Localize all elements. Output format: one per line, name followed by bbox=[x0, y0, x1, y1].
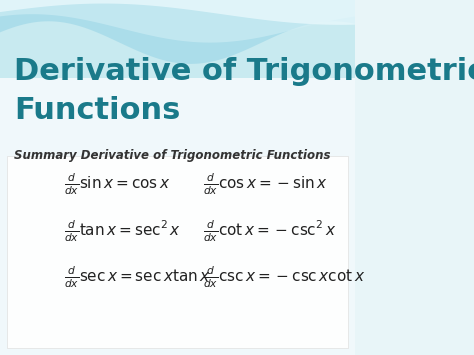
Text: Derivative of Trigonometric: Derivative of Trigonometric bbox=[14, 57, 474, 86]
Bar bbox=[0, 78, 356, 355]
Text: $\frac{d}{dx}\sin x = \cos x$: $\frac{d}{dx}\sin x = \cos x$ bbox=[64, 172, 170, 197]
Text: Functions: Functions bbox=[14, 96, 181, 125]
Text: $\frac{d}{dx}\cos x = -\sin x$: $\frac{d}{dx}\cos x = -\sin x$ bbox=[202, 172, 328, 197]
Text: Summary Derivative of Trigonometric Functions: Summary Derivative of Trigonometric Func… bbox=[14, 149, 331, 162]
Text: $\frac{d}{dx}\cot x = -\csc^{2} x$: $\frac{d}{dx}\cot x = -\csc^{2} x$ bbox=[202, 218, 336, 244]
Bar bbox=[7, 156, 348, 348]
Text: $\frac{d}{dx}\csc x = -\csc x\cot x$: $\frac{d}{dx}\csc x = -\csc x\cot x$ bbox=[202, 264, 365, 290]
Text: $\frac{d}{dx}\tan x = \sec^{2} x$: $\frac{d}{dx}\tan x = \sec^{2} x$ bbox=[64, 218, 181, 244]
Bar bbox=[0, 0, 356, 78]
Text: $\frac{d}{dx}\sec x = \sec x\tan x$: $\frac{d}{dx}\sec x = \sec x\tan x$ bbox=[64, 264, 211, 290]
